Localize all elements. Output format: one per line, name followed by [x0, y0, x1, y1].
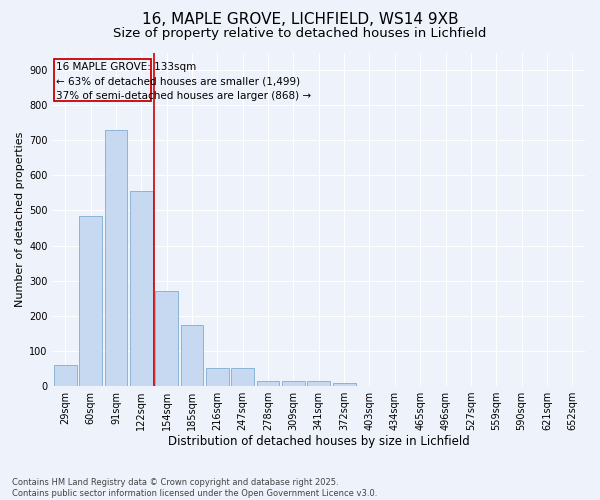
Bar: [333, 383, 356, 386]
Bar: [79, 216, 102, 386]
Bar: [181, 324, 203, 386]
Bar: [307, 380, 330, 386]
Bar: [155, 291, 178, 386]
Y-axis label: Number of detached properties: Number of detached properties: [15, 132, 25, 307]
Bar: [282, 380, 305, 386]
Bar: [206, 368, 229, 386]
Text: 16, MAPLE GROVE, LICHFIELD, WS14 9XB: 16, MAPLE GROVE, LICHFIELD, WS14 9XB: [142, 12, 458, 28]
Text: 16 MAPLE GROVE: 133sqm
← 63% of detached houses are smaller (1,499)
37% of semi-: 16 MAPLE GROVE: 133sqm ← 63% of detached…: [56, 62, 311, 101]
X-axis label: Distribution of detached houses by size in Lichfield: Distribution of detached houses by size …: [168, 434, 470, 448]
Bar: [231, 368, 254, 386]
Bar: [104, 130, 127, 386]
Text: Size of property relative to detached houses in Lichfield: Size of property relative to detached ho…: [113, 28, 487, 40]
Bar: [130, 191, 152, 386]
Text: Contains HM Land Registry data © Crown copyright and database right 2025.
Contai: Contains HM Land Registry data © Crown c…: [12, 478, 377, 498]
Bar: [257, 380, 280, 386]
Bar: [54, 365, 77, 386]
